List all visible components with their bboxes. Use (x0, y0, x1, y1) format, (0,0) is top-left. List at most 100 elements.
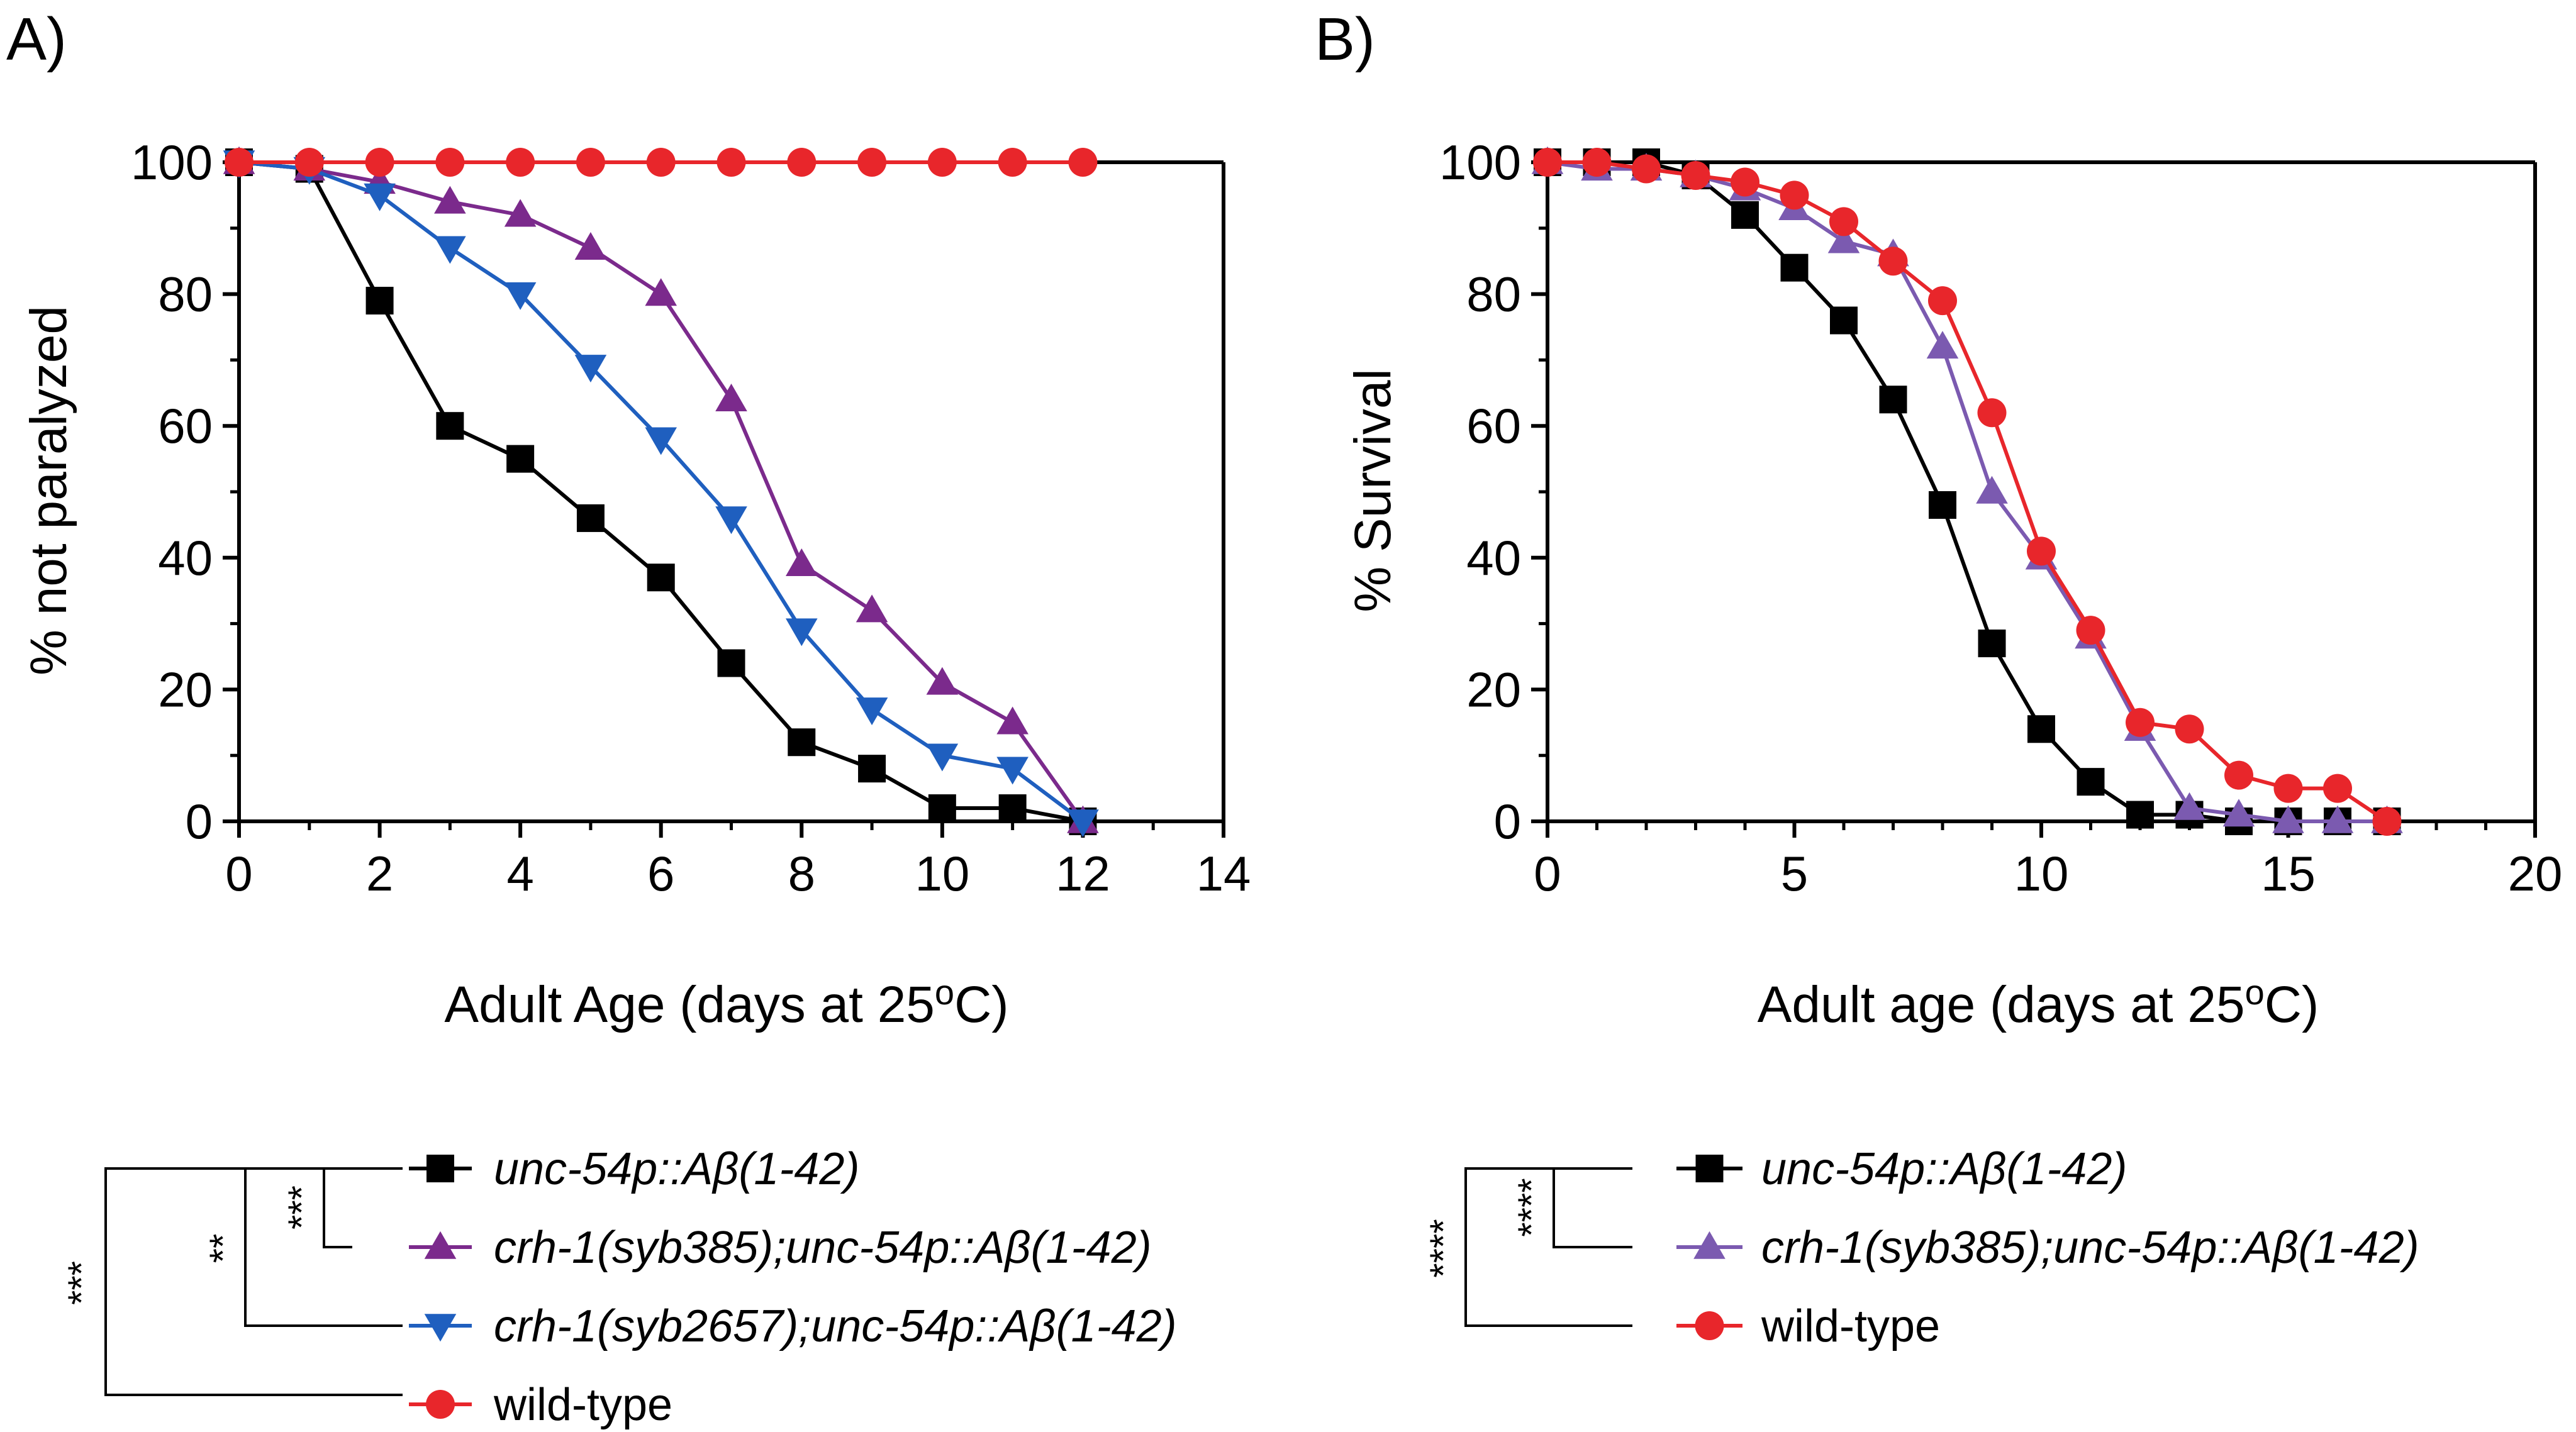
panel-a-y-tick-label: 60 (158, 398, 213, 453)
panel-a-data-point (785, 618, 818, 647)
panel-a-data-point (998, 148, 1027, 177)
panel-b-y-tick-label: 20 (1466, 662, 1521, 717)
panel-b-data-point (2126, 801, 2154, 829)
panel-a-x-tick-label: 12 (1056, 846, 1110, 901)
panel-b-data-point (1681, 160, 1710, 190)
bracket-a-1 (323, 1167, 352, 1248)
panel-a-data-point (787, 148, 817, 177)
panel-a-chart: A) % not paralyzed Adult Age (days at 25… (6, 6, 1251, 1033)
panel-a-data-point (715, 383, 747, 411)
panel-b-data-point (1978, 630, 2006, 658)
panel-a-data-point (435, 148, 465, 177)
panel-a-data-point (436, 412, 464, 440)
panel-a-data-point (715, 506, 747, 535)
panel-b-data-point (2027, 536, 2056, 566)
panel-b-legend-entry: wild-type (1676, 1301, 1940, 1352)
panel-a-series-0 (225, 148, 1097, 835)
panel-a-legend-label: wild-type (493, 1380, 672, 1430)
panel-a-legend: unc-54p::Aβ(1-42)crh-1(syb385);unc-54p::… (60, 1144, 1177, 1430)
panel-b-data-point (1582, 148, 1612, 177)
panel-a-data-point (858, 755, 886, 783)
panel-a-legend-label: crh-1(syb2657);unc-54p::Aβ(1-42) (494, 1301, 1177, 1352)
panel-b-data-point (1827, 225, 1860, 253)
panel-b-data-point (2076, 616, 2105, 645)
panel-a-legend-entry: unc-54p::Aβ(1-42) (409, 1144, 859, 1194)
panel-a-legend-label: unc-54p::Aβ(1-42) (494, 1144, 859, 1194)
panel-a-series-line (238, 160, 1084, 823)
panel-a-y-tick-label: 20 (158, 662, 213, 717)
panel-a-legend-marker (426, 1390, 455, 1419)
panel-b-series-0 (1534, 148, 2401, 835)
panel-a-series (223, 146, 1099, 838)
panel-b-legend-entry: crh-1(syb385);unc-54p::Aβ(1-42) (1676, 1223, 2419, 1273)
panel-b-y-tick-label: 80 (1466, 267, 1521, 322)
panel-a-series-line (238, 160, 1083, 823)
panel-b-legend-marker (1695, 1155, 1724, 1182)
panel-a-series-1 (223, 146, 1099, 833)
panel-a-data-point (434, 236, 466, 264)
panel-a-data-point (996, 706, 1029, 735)
panel-a-data-point (717, 649, 745, 677)
panel-b-data-point (2126, 708, 2155, 737)
panel-b-data-point (2077, 768, 2105, 796)
panel-a-axes: 0 2 4 6 8 10 12 14 0 20 40 60 80 100 (131, 135, 1251, 901)
panel-a-x-tick-label: 14 (1196, 846, 1251, 901)
panel-b-data-point (2323, 774, 2352, 803)
panel-b-data-point (1731, 201, 1759, 229)
panel-b-data-point (2224, 760, 2253, 790)
panel-b-y-tick-label: 100 (1439, 135, 1521, 190)
panel-b-data-point (2321, 805, 2354, 833)
panel-b-data-point (1928, 286, 1957, 316)
panel-a-data-point (645, 278, 677, 306)
panel-b-data-point (2027, 715, 2055, 743)
panel-b-data-point (1976, 475, 2008, 504)
panel-a-data-point (574, 231, 607, 260)
panel-b-data-point (2173, 792, 2205, 820)
panel-b-series-line (1547, 160, 2387, 823)
panel-b-series-line (1547, 160, 2389, 823)
panel-a-legend-entry: wild-type (409, 1380, 672, 1430)
panel-b-x-tick-label: 10 (2014, 846, 2069, 901)
panel-a-legend-entry: crh-1(syb385);unc-54p::Aβ(1-42) (409, 1223, 1152, 1273)
panel-b-y-tick-label: 60 (1466, 398, 1521, 453)
panel-a-data-point (645, 427, 677, 455)
panel-b-data-point (2222, 799, 2255, 827)
panel-a-data-point (788, 728, 816, 757)
panel-b-data-point (2175, 714, 2204, 744)
panel-a-data-point (506, 148, 535, 177)
panel-a-legend-entry: crh-1(syb2657);unc-54p::Aβ(1-42) (409, 1301, 1177, 1352)
panel-a-data-point (506, 445, 535, 473)
panel-b-data-point (1780, 253, 1809, 282)
panel-b-data-point (1780, 180, 1809, 210)
bracket-b-1 (1553, 1167, 1632, 1248)
panel-b-data-point (1829, 207, 1858, 236)
panel-b-chart: B) % Survival Adult age (days at 25oC) 0… (1315, 6, 2562, 1033)
panel-a-data-point (856, 594, 888, 623)
panel-b-y-tick-label: 0 (1494, 794, 1521, 849)
panel-b-data-point (2372, 807, 2402, 836)
panel-b-x-tick-label: 20 (2508, 846, 2563, 901)
bracket-a-3 (104, 1167, 403, 1396)
sig-b-2: **** (1422, 1219, 1464, 1277)
panel-a-data-point (996, 757, 1029, 785)
panel-b-legend: unc-54p::Aβ(1-42)crh-1(syb385);unc-54p::… (1422, 1144, 2419, 1352)
panel-a-data-point (576, 148, 605, 177)
panel-a-series-3 (225, 148, 1098, 177)
panel-b-series-1 (1531, 146, 2403, 833)
panel-b-series (1531, 146, 2403, 836)
panel-b-data-point (1632, 154, 1661, 184)
panel-b-data-point (2273, 774, 2303, 803)
panel-a-data-point (856, 697, 888, 726)
panel-a-data-point (785, 548, 818, 576)
panel-a-data-point (574, 355, 607, 383)
panel-a-data-point (926, 743, 959, 772)
panel-b-legend-marker (1695, 1311, 1724, 1340)
panel-b-legend-marker (1693, 1231, 1726, 1259)
panel-a-data-point (857, 148, 887, 177)
panel-a-x-tick-label: 4 (506, 846, 533, 901)
panel-a-data-point (504, 199, 537, 227)
panel-a-legend-label: crh-1(syb385);unc-54p::Aβ(1-42) (494, 1223, 1152, 1273)
panel-a-data-point (504, 282, 537, 310)
panel-a-data-point (364, 183, 396, 211)
panel-a-series-line (238, 160, 1084, 823)
